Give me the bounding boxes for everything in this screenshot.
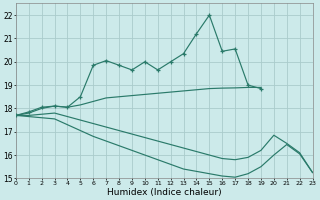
X-axis label: Humidex (Indice chaleur): Humidex (Indice chaleur) [107, 188, 221, 197]
